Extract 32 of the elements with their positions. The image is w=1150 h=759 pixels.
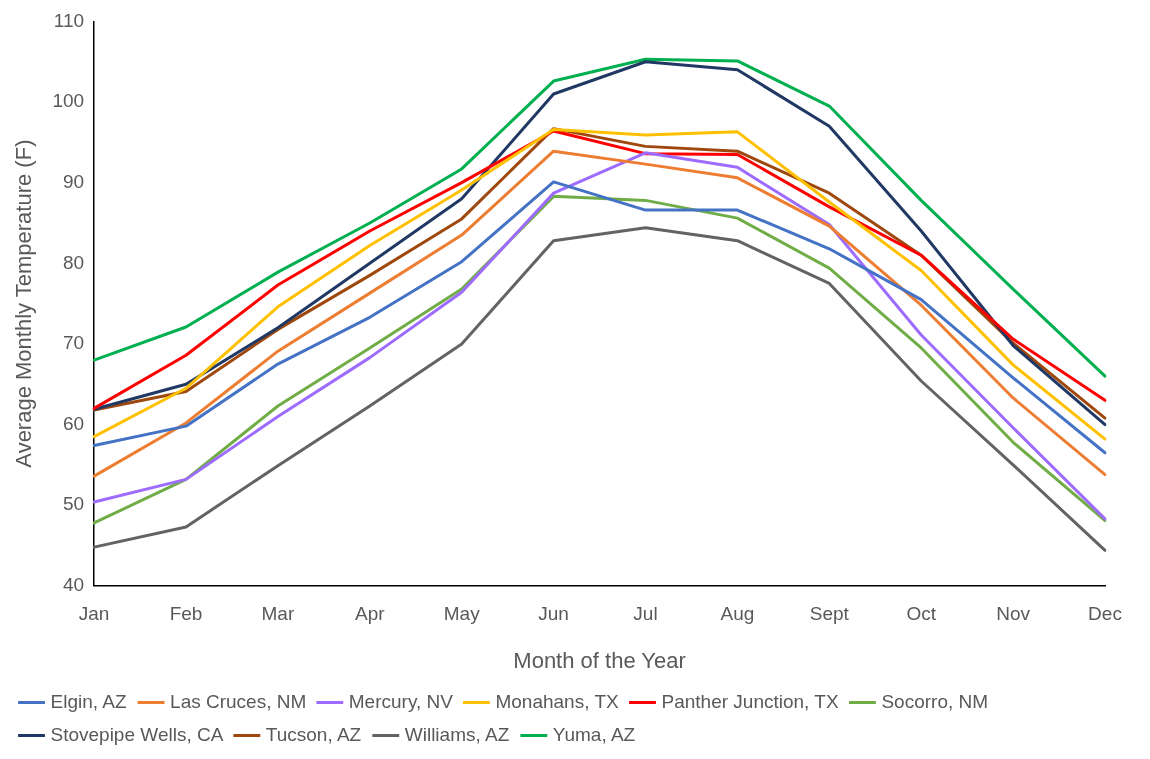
y-axis-title: Average Monthly Temperature (F) [11,139,37,468]
x-axis-title: Month of the Year [513,647,686,673]
x-tick-label: May [443,603,481,625]
legend-label: Socorro, NM [881,690,989,712]
legend-label: Panther Junction, TX [661,690,839,712]
y-tick-label: 40 [62,574,85,596]
y-tick-label: 80 [62,251,85,273]
y-tick-label: 60 [62,412,85,434]
x-tick-label: Aug [720,603,755,625]
y-tick-label: 90 [62,170,85,192]
y-tick-label: 110 [53,9,85,31]
legend-label: Monahans, TX [495,690,619,712]
legend-label: Mercury, NV [348,690,454,712]
x-tick-label: Oct [906,603,937,625]
y-tick-label: 70 [62,332,85,354]
x-tick-label: Apr [355,603,386,625]
x-tick-label: Mar [261,603,295,625]
legend-label: Stovepipe Wells, CA [50,723,224,745]
x-tick-label: Jun [538,603,569,625]
x-tick-label: Jul [633,603,658,625]
x-tick-label: Feb [169,603,203,625]
legend-label: Las Cruces, NM [170,690,307,712]
legend-label: Tucson, AZ [265,723,362,745]
y-tick-label: 50 [62,493,85,515]
x-tick-label: Sept [809,603,850,625]
legend-label: Elgin, AZ [50,690,127,712]
x-tick-label: Dec [1088,603,1122,625]
y-tick-label: 100 [52,90,85,112]
legend-label: Yuma, AZ [552,723,636,745]
x-tick-label: Jan [78,603,110,625]
legend-label: Williams, AZ [404,723,510,745]
x-tick-label: Nov [996,603,1031,625]
